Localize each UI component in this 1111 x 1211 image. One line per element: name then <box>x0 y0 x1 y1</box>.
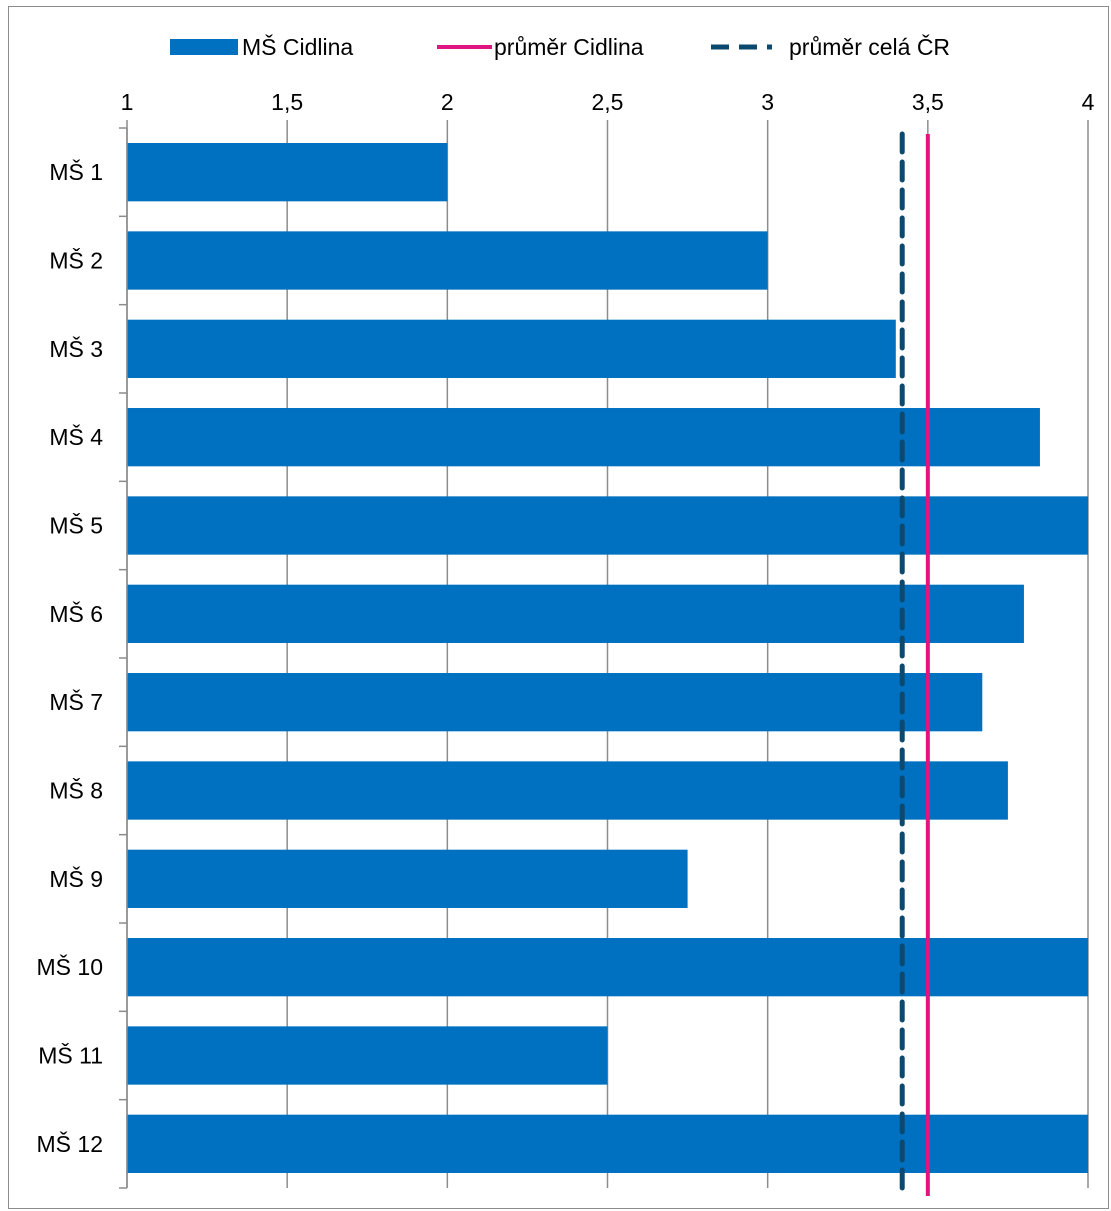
bar-12 <box>127 1114 1088 1173</box>
legend-label-prumer-cidlina: průměr Cidlina <box>494 34 644 60</box>
y-category-label: MŠ 9 <box>49 865 103 892</box>
bar-10 <box>127 938 1088 997</box>
y-category-label: MŠ 4 <box>49 423 103 450</box>
y-category-label: MŠ 7 <box>49 688 103 715</box>
x-tick-label: 3,5 <box>912 89 944 115</box>
y-category-label: MŠ 8 <box>49 777 103 804</box>
chart-frame <box>8 6 1109 1209</box>
bar-4 <box>127 408 1040 467</box>
y-category-label: MŠ 1 <box>49 158 103 185</box>
bar-5 <box>127 496 1088 555</box>
axes: 1 1,5 2 2,5 3 3,5 4 MŠ 1 MŠ 2 MŠ 3 MŠ 4 MŠ 5 MŠ 6 MŠ … <box>37 89 1095 1189</box>
reference-lines <box>899 131 930 1199</box>
y-category-label: MŠ 11 <box>38 1042 103 1069</box>
y-category-label: MŠ 6 <box>49 600 103 627</box>
legend-label-prumer-cela-cr: průměr celá ČR <box>789 33 950 60</box>
bar-2 <box>127 231 768 290</box>
bar-7 <box>127 673 983 732</box>
bar-1 <box>127 143 448 202</box>
y-category-label: MŠ 3 <box>49 335 103 362</box>
x-tick-label: 2 <box>441 89 454 115</box>
y-category-label: MŠ 12 <box>37 1130 103 1157</box>
bar-11 <box>127 1026 608 1085</box>
x-tick-label: 3 <box>761 89 774 115</box>
x-tick-label: 4 <box>1082 89 1095 115</box>
y-category-label: MŠ 5 <box>49 512 103 539</box>
x-tick-label: 2,5 <box>592 89 624 115</box>
legend: MŠ Cidlina průměr Cidlina průměr celá ČR <box>170 33 950 60</box>
x-tick-label: 1,5 <box>271 89 303 115</box>
bar-6 <box>127 584 1024 643</box>
legend-swatch-ms-cidlina <box>170 39 238 55</box>
bar-9 <box>127 849 688 908</box>
y-category-label: MŠ 10 <box>37 953 103 980</box>
bar-3 <box>127 319 896 378</box>
y-category-label: MŠ 2 <box>49 247 103 274</box>
legend-label-ms-cidlina: MŠ Cidlina <box>242 33 353 60</box>
x-tick-label: 1 <box>121 89 134 115</box>
bar-8 <box>127 761 1008 820</box>
